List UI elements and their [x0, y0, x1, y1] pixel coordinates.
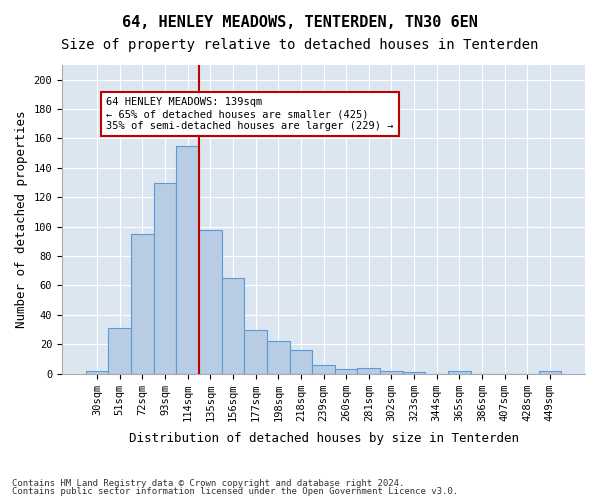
Text: 64 HENLEY MEADOWS: 139sqm
← 65% of detached houses are smaller (425)
35% of semi: 64 HENLEY MEADOWS: 139sqm ← 65% of detac… [106, 98, 394, 130]
Text: Contains HM Land Registry data © Crown copyright and database right 2024.: Contains HM Land Registry data © Crown c… [12, 478, 404, 488]
Bar [176, 146, 199, 374]
Bar [403, 372, 425, 374]
Y-axis label: Number of detached properties: Number of detached properties [15, 110, 28, 328]
Text: 64, HENLEY MEADOWS, TENTERDEN, TN30 6EN: 64, HENLEY MEADOWS, TENTERDEN, TN30 6EN [122, 15, 478, 30]
Bar [380, 370, 403, 374]
Text: Size of property relative to detached houses in Tenterden: Size of property relative to detached ho… [61, 38, 539, 52]
Bar [267, 342, 290, 374]
Bar [448, 370, 470, 374]
X-axis label: Distribution of detached houses by size in Tenterden: Distribution of detached houses by size … [128, 432, 518, 445]
Bar [335, 370, 358, 374]
Bar [131, 234, 154, 374]
Bar [109, 328, 131, 374]
Bar [199, 230, 221, 374]
Bar [221, 278, 244, 374]
Bar [312, 365, 335, 374]
Bar [358, 368, 380, 374]
Text: Contains public sector information licensed under the Open Government Licence v3: Contains public sector information licen… [12, 487, 458, 496]
Bar [539, 370, 561, 374]
Bar [86, 370, 109, 374]
Bar [154, 182, 176, 374]
Bar [290, 350, 312, 374]
Bar [244, 330, 267, 374]
